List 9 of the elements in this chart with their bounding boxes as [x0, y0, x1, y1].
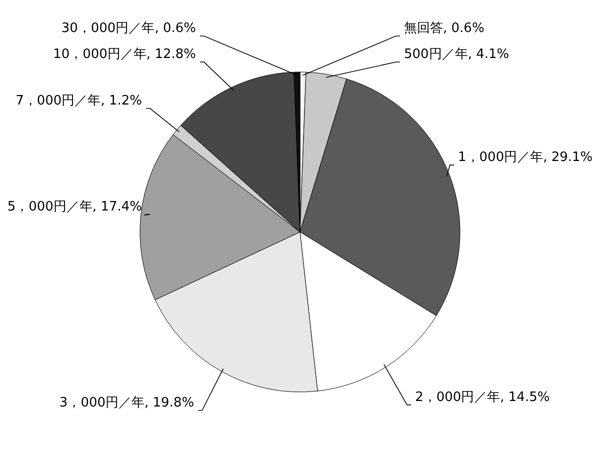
slice-label: 2，000円／年, 14.5%: [415, 390, 550, 405]
slice-label: 無回答, 0.6%: [404, 21, 484, 36]
slice-label: 7，000円／年, 1.2%: [16, 93, 142, 108]
slice-label: 500円／年, 4.1%: [404, 47, 510, 62]
slice-label: 10，000円／年, 12.8%: [53, 47, 196, 62]
slice-label: 5，000円／年, 17.4%: [7, 199, 142, 214]
slice-label: 3，000円／年, 19.8%: [59, 395, 194, 410]
slice-label: 1，000円／年, 29.1%: [458, 150, 593, 166]
slice-label: 30，000円／年, 0.6%: [61, 21, 196, 36]
